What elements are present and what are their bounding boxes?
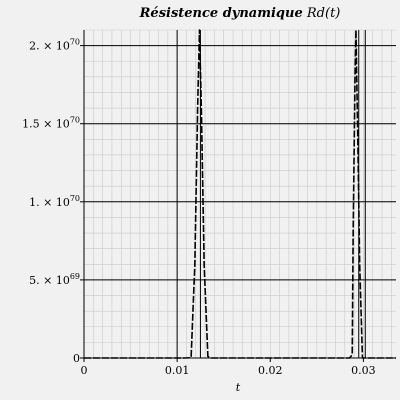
x-axis-label: t (236, 381, 241, 394)
y-tick-label: 0 (73, 352, 80, 365)
tick-labels: 0 0.01 0.02 0.03 0 5. × 1069 1. × 1070 1.5 × 10… (22, 38, 376, 377)
x-tick-label: 0.02 (258, 364, 283, 377)
series-line (84, 29, 396, 359)
y-tick-label: 2. × 1070 (29, 38, 80, 53)
y-tick-label: 5. × 1069 (29, 272, 80, 287)
x-tick-label: 0 (81, 364, 88, 377)
x-tick-label: 0.01 (165, 364, 190, 377)
chart-title: Résistence dynamique Rd(t) (139, 6, 341, 21)
y-tick-label: 1. × 1070 (29, 194, 80, 209)
y-tick-label: 1.5 × 1070 (22, 116, 80, 131)
series-group (84, 29, 396, 359)
x-tick-label: 0.03 (351, 364, 376, 377)
chart-title-bold: Résistence dynamique (139, 6, 303, 21)
chart-title-func: Rd(t) (306, 6, 340, 21)
